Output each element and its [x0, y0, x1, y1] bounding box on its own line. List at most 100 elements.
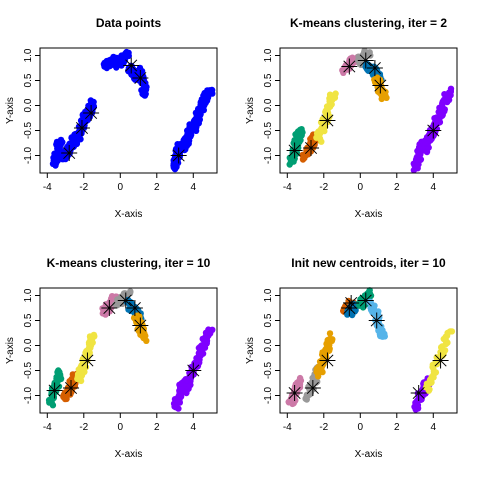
centroid-marker [61, 145, 78, 161]
chart-title: Data points [96, 16, 162, 30]
y-axis: -1.0 -0.5 0.0 0.5 1.0 [23, 288, 40, 404]
centroid-stroke [359, 294, 372, 307]
centroid-stroke [119, 294, 132, 307]
data-point [108, 293, 116, 300]
data-point [57, 136, 65, 144]
cluster-6 [113, 48, 132, 71]
y-tick-label: -0.5 [23, 121, 34, 139]
centroid-marker [132, 70, 149, 86]
x-tick-label: -2 [79, 422, 88, 433]
centroid-stroke [134, 71, 147, 85]
centroid-marker [132, 317, 149, 334]
point-clouds [285, 287, 456, 413]
panel-4: Init new centroids, iter = 10 -4 -2 0 2 4 X-ax… [245, 256, 458, 460]
x-axis-label: X-axis [355, 209, 383, 220]
centroid-stroke [288, 144, 301, 157]
chart-title: K-means clustering, iter = 10 [47, 256, 211, 270]
y-tick-label: -1.0 [263, 386, 274, 404]
data-point [444, 329, 451, 337]
centroid-stroke [172, 149, 185, 162]
centroid-marker [185, 362, 202, 379]
centroids [286, 292, 449, 401]
x-tick-label: -2 [319, 182, 328, 193]
centroid-marker [366, 60, 383, 76]
centroid-stroke [288, 386, 301, 400]
centroid-stroke [359, 54, 372, 67]
cluster-12 [196, 86, 216, 113]
data-point [382, 93, 389, 100]
cluster-3 [313, 330, 336, 380]
y-tick-label: -0.5 [263, 121, 274, 139]
y-axis: -1.0 -0.5 0.0 0.5 1.0 [23, 48, 40, 164]
centroid-marker [372, 77, 389, 94]
centroid-stroke [85, 106, 98, 120]
centroid-marker [304, 380, 321, 396]
x-tick-label: 0 [118, 182, 124, 193]
centroid-marker [425, 122, 442, 139]
x-axis: -4 -2 0 2 4 [43, 413, 196, 433]
centroid-marker [79, 352, 96, 369]
x-axis: -4 -2 0 2 4 [43, 173, 196, 193]
data-point [139, 333, 146, 340]
y-tick-label: 0.0 [23, 98, 34, 112]
data-point [110, 53, 117, 61]
panel-2: K-means clustering, iter = 2 -4 -2 0 2 4 X-axi… [245, 16, 458, 220]
y-tick-label: 1.0 [263, 48, 274, 62]
plot-frame [279, 47, 458, 174]
centroid-stroke [103, 301, 116, 315]
centroid-marker [357, 292, 374, 309]
centroids [46, 292, 202, 399]
centroid-stroke [48, 384, 61, 397]
y-tick-label: 0.0 [23, 338, 34, 352]
chart-title: K-means clustering, iter = 2 [290, 16, 447, 30]
data-point [332, 90, 339, 97]
data-point [363, 51, 370, 58]
y-tick-label: -0.5 [263, 361, 274, 379]
data-point [122, 50, 129, 58]
x-tick-label: -4 [283, 182, 292, 193]
centroid-marker [126, 300, 143, 316]
centroid-marker [83, 105, 100, 121]
y-tick-label: -1.0 [23, 386, 34, 404]
centroid-stroke [81, 354, 94, 367]
cluster-10 [192, 326, 216, 369]
centroid-stroke [370, 314, 383, 327]
data-point [366, 287, 373, 294]
y-tick-label: 0.5 [23, 73, 34, 87]
data-point [87, 97, 95, 104]
x-axis-label: X-axis [355, 449, 383, 460]
y-axis-label: Y-axis [245, 337, 256, 364]
x-tick-label: 4 [430, 422, 436, 433]
y-tick-label: 1.0 [23, 288, 34, 302]
centroid-stroke [306, 381, 319, 395]
cluster-1 [45, 367, 65, 409]
centroid-marker [432, 352, 449, 369]
centroid-marker [303, 140, 320, 156]
data-point [142, 90, 149, 98]
centroid-stroke [321, 114, 334, 127]
centroid-marker [286, 385, 303, 401]
chart-title: Init new centroids, iter = 10 [291, 256, 446, 270]
centroid-stroke [75, 121, 89, 135]
data-point [328, 101, 335, 108]
data-point [298, 126, 305, 133]
centroid-marker [286, 142, 303, 159]
centroid-marker [319, 352, 336, 369]
centroid-marker [46, 382, 63, 399]
centroid-stroke [368, 61, 381, 75]
data-point [349, 55, 356, 62]
centroid-stroke [128, 301, 141, 315]
centroid-stroke [304, 141, 318, 155]
y-tick-label: -1.0 [263, 146, 274, 164]
y-axis-label: Y-axis [5, 97, 16, 124]
centroid-stroke [125, 59, 138, 72]
centroid-marker [343, 295, 360, 311]
x-tick-label: -2 [319, 422, 328, 433]
plot-frame [39, 287, 218, 414]
centroid-marker [341, 58, 358, 75]
data-point [300, 153, 307, 160]
centroid-stroke [345, 296, 358, 310]
centroid-marker [73, 120, 90, 136]
x-axis: -4 -2 0 2 4 [283, 173, 436, 193]
